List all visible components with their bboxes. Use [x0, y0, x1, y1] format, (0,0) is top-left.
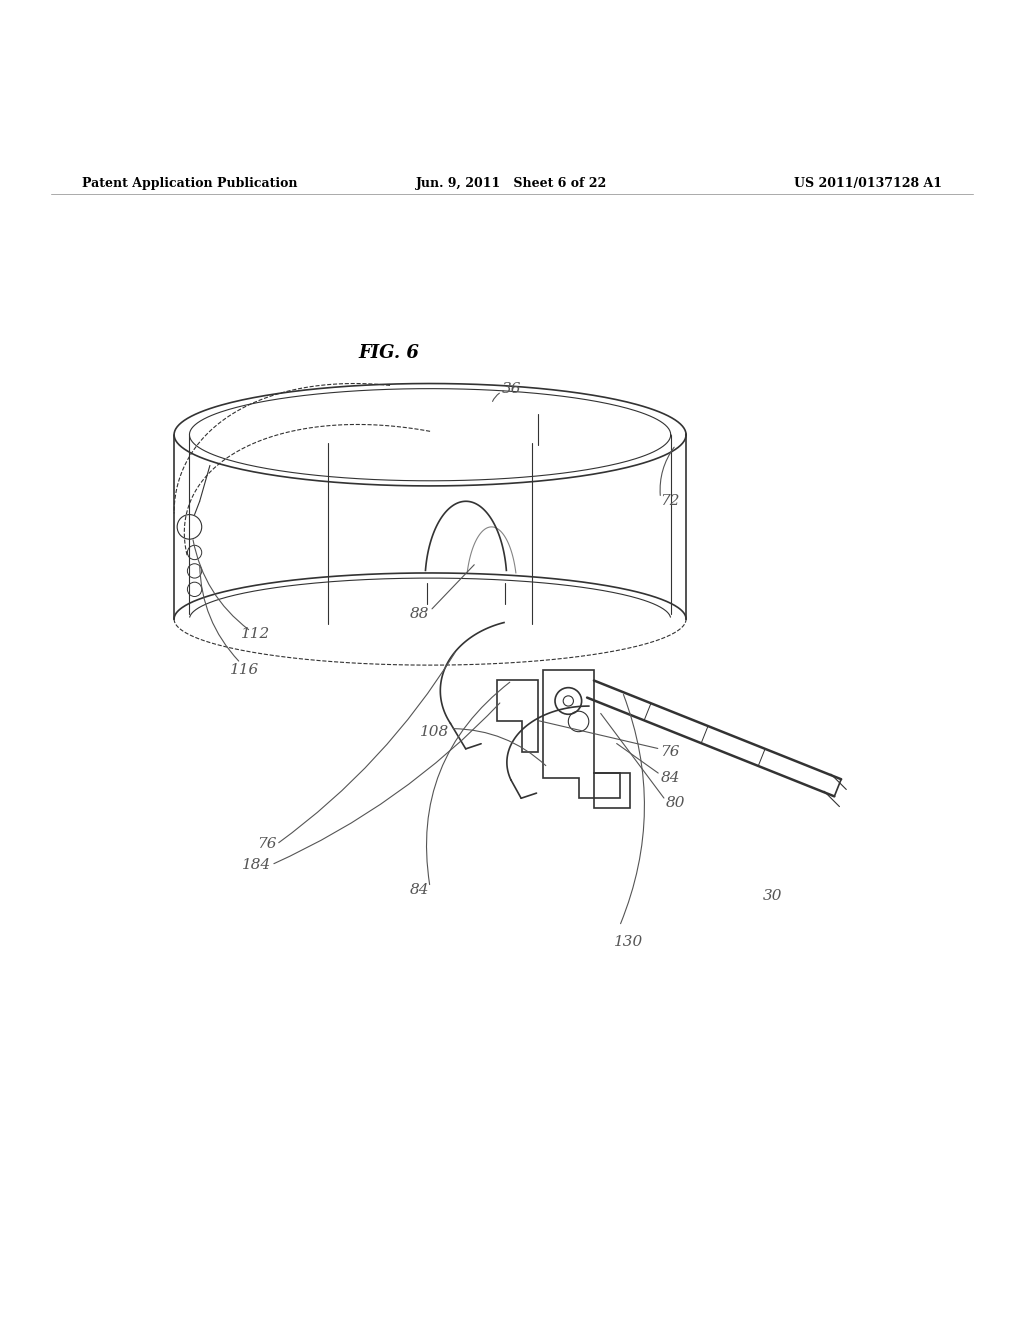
Text: 88: 88	[410, 607, 429, 620]
Text: 116: 116	[230, 663, 260, 677]
Text: 76: 76	[660, 746, 680, 759]
Text: FIG. 6: FIG. 6	[358, 343, 419, 362]
Text: 80: 80	[666, 796, 685, 810]
Text: 30: 30	[763, 888, 782, 903]
Text: 72: 72	[660, 494, 680, 508]
Text: 76: 76	[257, 837, 276, 851]
Text: US 2011/0137128 A1: US 2011/0137128 A1	[794, 177, 942, 190]
Text: 184: 184	[242, 858, 271, 871]
Text: Jun. 9, 2011   Sheet 6 of 22: Jun. 9, 2011 Sheet 6 of 22	[417, 177, 607, 190]
Text: 84: 84	[660, 771, 680, 785]
Text: Patent Application Publication: Patent Application Publication	[82, 177, 297, 190]
Text: 130: 130	[614, 935, 644, 949]
Text: 112: 112	[241, 627, 270, 642]
Text: 108: 108	[420, 725, 450, 739]
Text: 84: 84	[410, 883, 429, 898]
Text: 36: 36	[502, 381, 521, 396]
